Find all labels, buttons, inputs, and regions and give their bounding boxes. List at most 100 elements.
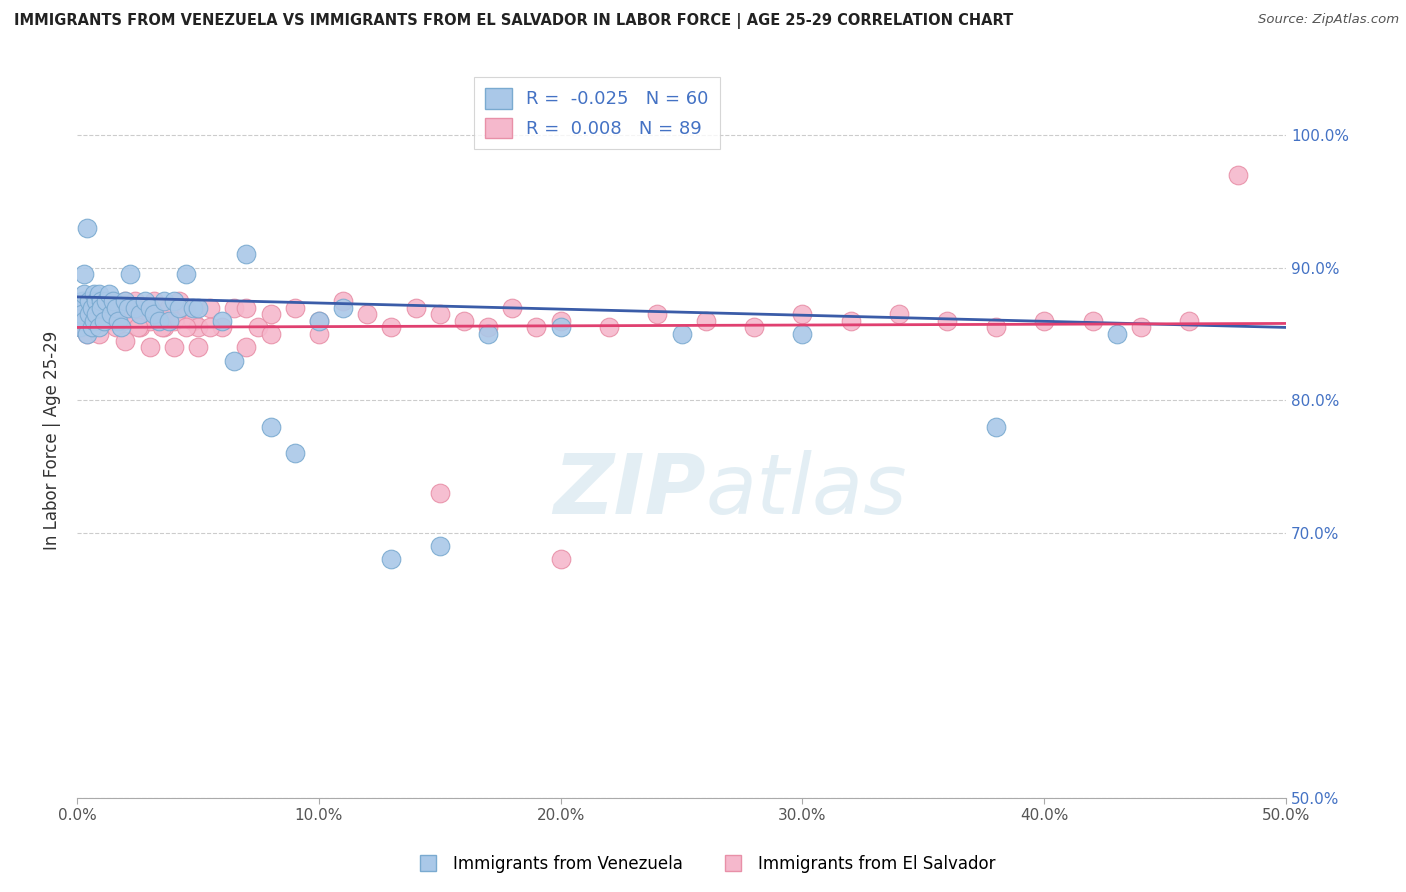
Point (284, 301, 307, 315)
Point (76, 326, 98, 341)
Point (211, 320, 233, 334)
Point (77, 307, 100, 321)
Point (103, 293, 125, 308)
Point (97, 287, 120, 301)
Point (69, 307, 91, 321)
Point (77, 314, 100, 328)
Point (1178, 314, 1201, 328)
Point (1226, 168, 1249, 182)
Point (167, 301, 190, 315)
Text: Source: ZipAtlas.com: Source: ZipAtlas.com (1258, 13, 1399, 27)
Point (114, 293, 136, 308)
Point (87, 287, 110, 301)
Point (148, 314, 170, 328)
Point (984, 320, 1007, 334)
Point (332, 293, 354, 308)
Point (429, 486, 451, 500)
Point (93, 307, 115, 321)
Point (97, 314, 120, 328)
Point (174, 320, 197, 334)
Point (80, 320, 103, 334)
Point (235, 247, 257, 261)
Point (235, 340, 257, 354)
Point (93, 314, 115, 328)
Point (187, 301, 209, 315)
Point (90, 293, 112, 308)
Point (70, 301, 93, 315)
Point (477, 320, 499, 334)
Point (550, 314, 572, 328)
Point (69, 320, 91, 334)
Point (73, 268, 96, 282)
Point (117, 301, 139, 315)
Point (70, 320, 93, 334)
Point (114, 293, 136, 308)
Point (94, 301, 117, 315)
Point (127, 320, 149, 334)
Point (647, 307, 669, 321)
Point (247, 320, 270, 334)
Y-axis label: In Labor Force | Age 25-29: In Labor Force | Age 25-29 (44, 330, 60, 549)
Point (107, 314, 129, 328)
Point (984, 420, 1007, 434)
Point (671, 326, 693, 341)
Point (211, 314, 233, 328)
Point (80, 301, 103, 315)
Point (167, 293, 190, 308)
Point (138, 340, 160, 354)
Point (86, 293, 108, 308)
Point (87, 326, 110, 341)
Point (198, 301, 221, 315)
Text: IMMIGRANTS FROM VENEZUELA VS IMMIGRANTS FROM EL SALVADOR IN LABOR FORCE | AGE 25: IMMIGRANTS FROM VENEZUELA VS IMMIGRANTS … (14, 13, 1014, 29)
Point (429, 307, 451, 321)
Point (114, 334, 136, 348)
Point (120, 268, 142, 282)
Point (138, 314, 160, 328)
Point (839, 314, 862, 328)
Legend: R =  -0.025   N = 60, R =  0.008   N = 89: R = -0.025 N = 60, R = 0.008 N = 89 (474, 77, 720, 149)
Point (477, 326, 499, 341)
Point (429, 539, 451, 553)
Point (76, 221, 98, 235)
Point (73, 314, 96, 328)
Point (143, 293, 166, 308)
Point (259, 307, 281, 321)
Point (69, 301, 91, 315)
Point (356, 307, 378, 321)
Point (550, 552, 572, 566)
Point (86, 293, 108, 308)
Point (134, 301, 156, 315)
Point (83, 314, 105, 328)
Point (103, 307, 125, 321)
Point (163, 293, 186, 308)
Point (224, 301, 246, 315)
Point (1105, 326, 1128, 341)
Point (138, 301, 160, 315)
Point (83, 314, 105, 328)
Point (134, 293, 156, 308)
Point (86, 307, 108, 321)
Point (598, 320, 620, 334)
Text: ZIP: ZIP (553, 450, 706, 531)
Point (143, 307, 166, 321)
Point (110, 307, 132, 321)
Point (87, 301, 110, 315)
Point (100, 307, 122, 321)
Point (235, 301, 257, 315)
Point (380, 552, 402, 566)
Point (695, 314, 717, 328)
Point (187, 320, 209, 334)
Point (77, 307, 100, 321)
Point (73, 293, 96, 308)
Point (181, 301, 204, 315)
Point (224, 353, 246, 368)
Point (107, 301, 129, 315)
Point (87, 320, 110, 334)
Point (308, 314, 330, 328)
Point (198, 320, 221, 334)
Point (1033, 314, 1056, 328)
Point (501, 301, 523, 315)
Point (174, 301, 197, 315)
Point (259, 326, 281, 341)
Point (76, 293, 98, 308)
